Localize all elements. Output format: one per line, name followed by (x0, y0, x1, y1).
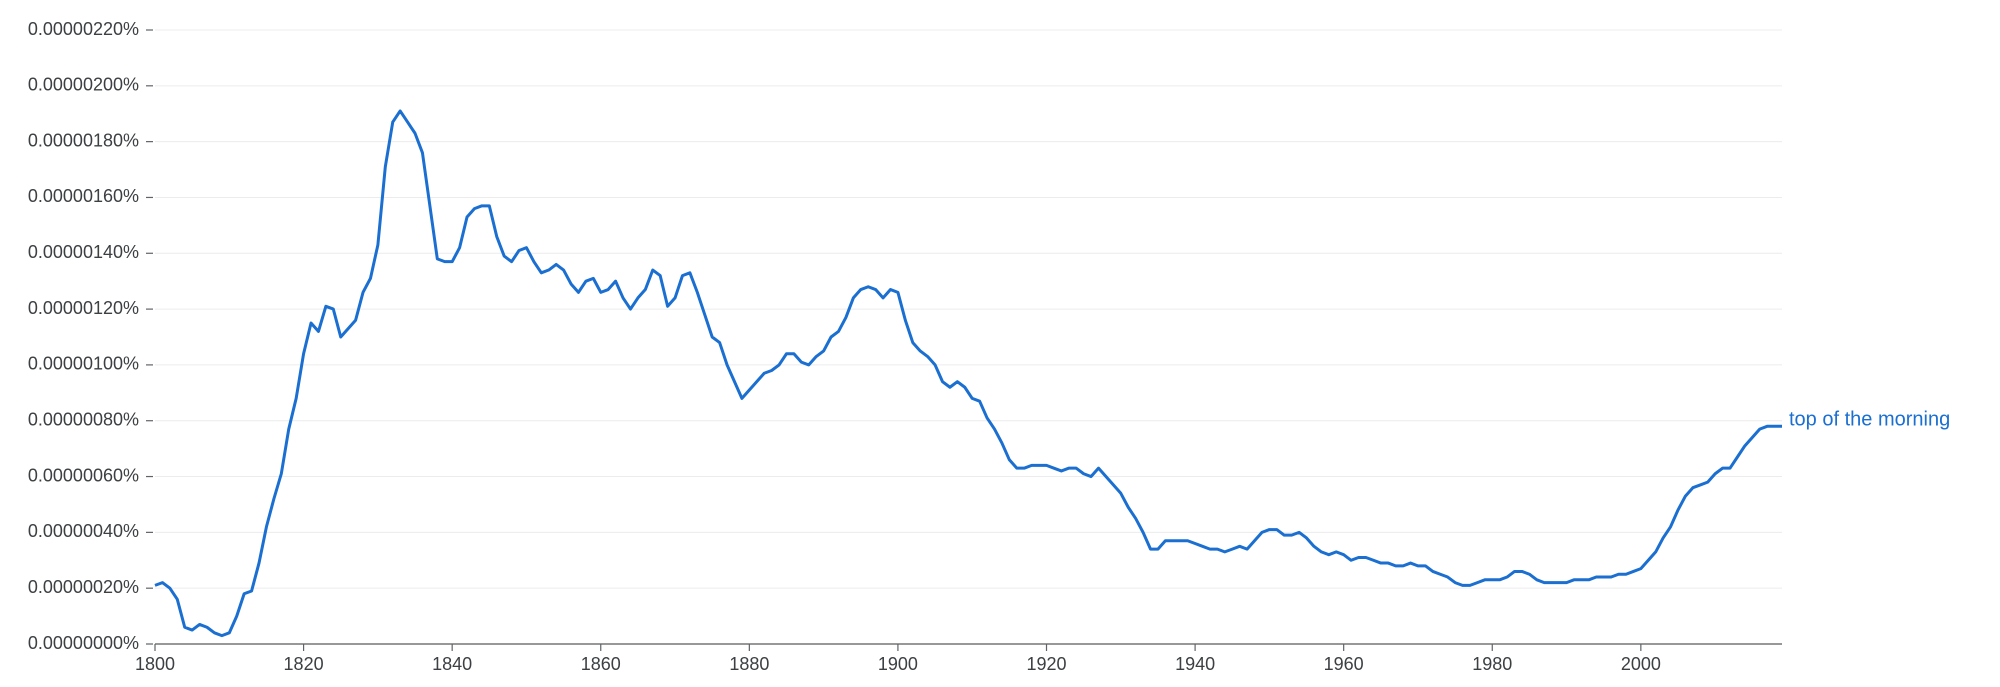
y-tick-label: 0.00000160% (28, 186, 139, 206)
x-tick-label: 1820 (284, 654, 324, 674)
y-tick-label: 0.00000080% (28, 409, 139, 429)
y-tick-label: 0.00000200% (28, 75, 139, 95)
x-tick-label: 1880 (729, 654, 769, 674)
x-tick-label: 1980 (1472, 654, 1512, 674)
x-tick-label: 1840 (432, 654, 472, 674)
x-tick-label: 2000 (1621, 654, 1661, 674)
x-tick-label: 1860 (581, 654, 621, 674)
series-label: top of the morning (1789, 409, 1950, 431)
y-tick-label: 0.00000120% (28, 298, 139, 318)
y-tick-label: 0.00000060% (28, 465, 139, 485)
y-tick-label: 0.00000220% (28, 19, 139, 39)
x-tick-label: 1940 (1175, 654, 1215, 674)
x-tick-label: 1960 (1324, 654, 1364, 674)
y-tick-label: 0.00000140% (28, 242, 139, 262)
y-tick-label: 0.00000100% (28, 354, 139, 374)
y-tick-label: 0.00000020% (28, 577, 139, 597)
x-tick-label: 1920 (1026, 654, 1066, 674)
x-tick-label: 1800 (135, 654, 175, 674)
y-tick-label: 0.00000040% (28, 521, 139, 541)
y-tick-label: 0.00000000% (28, 633, 139, 653)
y-tick-label: 0.00000180% (28, 130, 139, 150)
x-tick-label: 1900 (878, 654, 918, 674)
series-line (154, 109, 1782, 638)
